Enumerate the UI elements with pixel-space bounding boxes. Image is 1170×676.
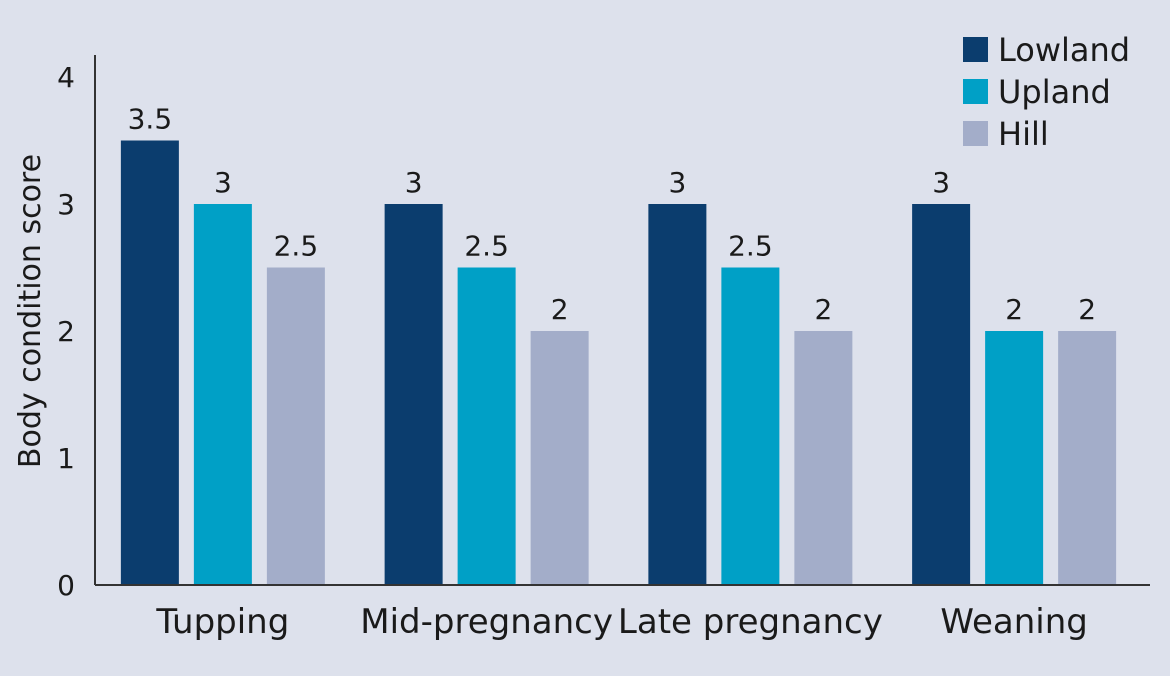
y-axis-title: Body condition score [13,154,48,468]
data-label: 2.5 [728,230,773,263]
data-label: 3 [668,166,686,199]
data-label: 2 [1078,293,1096,326]
data-label: 3.5 [128,103,173,136]
x-category-label: Tupping [155,602,289,642]
legend-swatch-upland [963,79,988,104]
bar-hill-2 [794,331,853,585]
legend-swatch-lowland [963,37,988,62]
data-label: 2.5 [464,230,509,263]
data-label: 2 [551,293,569,326]
legend-label: Hill [998,115,1049,153]
data-label: 2 [814,293,832,326]
x-category-label: Mid-pregnancy [360,602,613,642]
data-label: 3 [405,166,423,199]
bars-layer [120,140,1117,585]
data-label: 2.5 [274,230,319,263]
legend-swatch-hill [963,121,988,146]
bar-lowland-2 [648,204,707,585]
legend: Lowland Upland Hill [963,31,1130,153]
data-label: 3 [932,166,950,199]
bar-upland-0 [193,204,252,585]
bar-lowland-3 [912,204,971,585]
y-tick-label: 4 [57,61,75,94]
y-tick-label: 1 [57,442,75,475]
bar-hill-0 [266,267,325,585]
x-category-label: Weaning [940,602,1088,642]
x-category-label: Late pregnancy [618,602,883,642]
legend-label: Upland [998,73,1111,111]
bar-upland-2 [721,267,780,585]
labels-layer: 3.5 3 2.5 3 2.5 2 3 2.5 2 3 2 2 [128,103,1096,327]
legend-label: Lowland [998,31,1130,69]
bar-lowland-0 [120,140,179,585]
bar-upland-3 [985,331,1044,585]
y-tick-label: 2 [57,315,75,348]
bar-hill-1 [530,331,589,585]
axes-layer: 0 1 2 3 4 Tupping Mid-pregnancy Late pregnancy W… [57,55,1150,642]
y-tick-label: 3 [57,188,75,221]
data-label: 2 [1005,293,1023,326]
bar-hill-3 [1058,331,1117,585]
bar-lowland-1 [384,204,443,585]
bar-upland-1 [457,267,516,585]
data-label: 3 [214,166,232,199]
y-tick-label: 0 [57,569,75,602]
